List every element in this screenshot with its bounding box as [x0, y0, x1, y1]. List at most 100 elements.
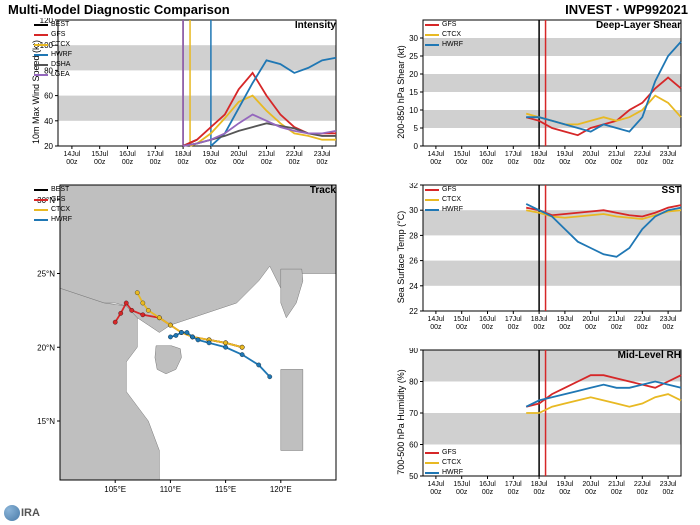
- sst-title: SST: [662, 185, 681, 196]
- svg-text:00z: 00z: [430, 489, 442, 496]
- sst-legend: GFSCTCXHWRF: [425, 185, 463, 215]
- svg-text:15°N: 15°N: [37, 417, 55, 426]
- intensity-legend: BESTGFSCTCXHWRFDSHALGEA: [34, 20, 72, 80]
- svg-text:00z: 00z: [456, 324, 468, 331]
- svg-text:00z: 00z: [533, 324, 545, 331]
- svg-text:00z: 00z: [533, 489, 545, 496]
- svg-text:0: 0: [414, 142, 419, 151]
- svg-text:14Jul: 14Jul: [64, 151, 81, 158]
- svg-text:20: 20: [44, 142, 53, 151]
- svg-text:00z: 00z: [559, 489, 571, 496]
- svg-text:23Jul: 23Jul: [660, 151, 677, 158]
- rh-legend: GFSCTCXHWRF: [425, 448, 463, 478]
- svg-text:00z: 00z: [150, 159, 162, 166]
- svg-text:00z: 00z: [508, 324, 520, 331]
- svg-text:25°N: 25°N: [37, 270, 55, 279]
- svg-text:30: 30: [409, 34, 418, 43]
- svg-text:00z: 00z: [205, 159, 217, 166]
- track-panel: Track BESTGFSCTCXHWRF 105°E110°E115°E120…: [30, 183, 340, 498]
- svg-text:00z: 00z: [482, 489, 494, 496]
- svg-text:00z: 00z: [637, 489, 649, 496]
- svg-text:32: 32: [409, 183, 418, 190]
- svg-text:00z: 00z: [559, 159, 571, 166]
- svg-text:15Jul: 15Jul: [453, 481, 470, 488]
- rh-ylabel: 700-500 hPa Humidity (%): [396, 347, 406, 497]
- svg-text:22Jul: 22Jul: [634, 316, 651, 323]
- svg-text:90: 90: [409, 348, 418, 355]
- svg-text:22Jul: 22Jul: [286, 151, 303, 158]
- rh-title: Mid-Level RH: [618, 350, 681, 361]
- svg-text:28: 28: [409, 231, 418, 240]
- svg-text:30: 30: [409, 206, 418, 215]
- svg-text:14Jul: 14Jul: [428, 481, 445, 488]
- svg-text:115°E: 115°E: [215, 485, 236, 494]
- svg-text:17Jul: 17Jul: [505, 481, 522, 488]
- svg-text:00z: 00z: [122, 159, 134, 166]
- track-title: Track: [310, 185, 336, 196]
- svg-text:23Jul: 23Jul: [660, 316, 677, 323]
- svg-text:16Jul: 16Jul: [479, 316, 496, 323]
- svg-text:23Jul: 23Jul: [660, 481, 677, 488]
- svg-text:40: 40: [44, 117, 53, 126]
- cira-logo-text: IRA: [21, 507, 40, 519]
- svg-text:20Jul: 20Jul: [582, 481, 599, 488]
- svg-text:60: 60: [44, 92, 53, 101]
- svg-text:15Jul: 15Jul: [453, 316, 470, 323]
- shear-panel: Deep-Layer Shear GFSCTCXHWRF 14Jul00z15J…: [395, 18, 685, 168]
- svg-text:21Jul: 21Jul: [608, 316, 625, 323]
- svg-text:50: 50: [409, 472, 418, 481]
- svg-text:20: 20: [409, 70, 418, 79]
- svg-text:00z: 00z: [662, 159, 674, 166]
- intensity-title: Intensity: [295, 20, 336, 31]
- svg-text:17Jul: 17Jul: [505, 316, 522, 323]
- svg-text:10: 10: [409, 106, 418, 115]
- svg-text:00z: 00z: [611, 324, 623, 331]
- svg-text:20°N: 20°N: [37, 343, 55, 352]
- svg-text:21Jul: 21Jul: [608, 481, 625, 488]
- svg-text:00z: 00z: [508, 159, 520, 166]
- svg-text:18Jul: 18Jul: [531, 481, 548, 488]
- cira-logo-icon: [4, 505, 20, 521]
- svg-text:00z: 00z: [482, 324, 494, 331]
- svg-text:00z: 00z: [611, 159, 623, 166]
- svg-text:00z: 00z: [559, 324, 571, 331]
- svg-text:120°E: 120°E: [270, 485, 292, 494]
- svg-text:26: 26: [409, 257, 418, 266]
- title-left: Multi-Model Diagnostic Comparison: [8, 2, 230, 17]
- svg-text:00z: 00z: [261, 159, 273, 166]
- svg-text:14Jul: 14Jul: [428, 316, 445, 323]
- svg-text:17Jul: 17Jul: [147, 151, 164, 158]
- svg-text:00z: 00z: [456, 159, 468, 166]
- chart-grid: Intensity BESTGFSCTCXHWRFDSHALGEA 14Jul0…: [0, 18, 700, 503]
- svg-text:15: 15: [409, 88, 418, 97]
- sst-ylabel: Sea Surface Temp (°C): [396, 182, 406, 332]
- svg-text:20Jul: 20Jul: [582, 316, 599, 323]
- svg-text:00z: 00z: [585, 324, 597, 331]
- svg-text:16Jul: 16Jul: [479, 481, 496, 488]
- svg-text:16Jul: 16Jul: [119, 151, 136, 158]
- svg-text:00z: 00z: [456, 489, 468, 496]
- svg-text:70: 70: [409, 409, 418, 418]
- svg-text:18Jul: 18Jul: [531, 151, 548, 158]
- svg-text:18Jul: 18Jul: [175, 151, 192, 158]
- title-right: INVEST · WP992021: [565, 2, 688, 17]
- svg-text:19Jul: 19Jul: [557, 151, 574, 158]
- svg-text:00z: 00z: [177, 159, 189, 166]
- svg-text:00z: 00z: [585, 159, 597, 166]
- svg-text:00z: 00z: [233, 159, 245, 166]
- svg-text:22Jul: 22Jul: [634, 151, 651, 158]
- svg-text:00z: 00z: [94, 159, 106, 166]
- svg-text:19Jul: 19Jul: [557, 316, 574, 323]
- svg-text:00z: 00z: [637, 324, 649, 331]
- svg-text:15Jul: 15Jul: [453, 151, 470, 158]
- cira-logo: IRA: [4, 503, 44, 523]
- svg-text:5: 5: [414, 124, 419, 133]
- svg-text:21Jul: 21Jul: [608, 151, 625, 158]
- track-legend: BESTGFSCTCXHWRF: [34, 185, 72, 225]
- svg-text:19Jul: 19Jul: [557, 481, 574, 488]
- intensity-panel: Intensity BESTGFSCTCXHWRFDSHALGEA 14Jul 0…: [30, 18, 340, 168]
- track-chart: 105°E110°E115°E120°E15°N20°N25°N30°N: [30, 183, 340, 498]
- svg-text:80: 80: [409, 378, 418, 387]
- svg-text:24: 24: [409, 282, 418, 291]
- svg-text:110°E: 110°E: [160, 485, 181, 494]
